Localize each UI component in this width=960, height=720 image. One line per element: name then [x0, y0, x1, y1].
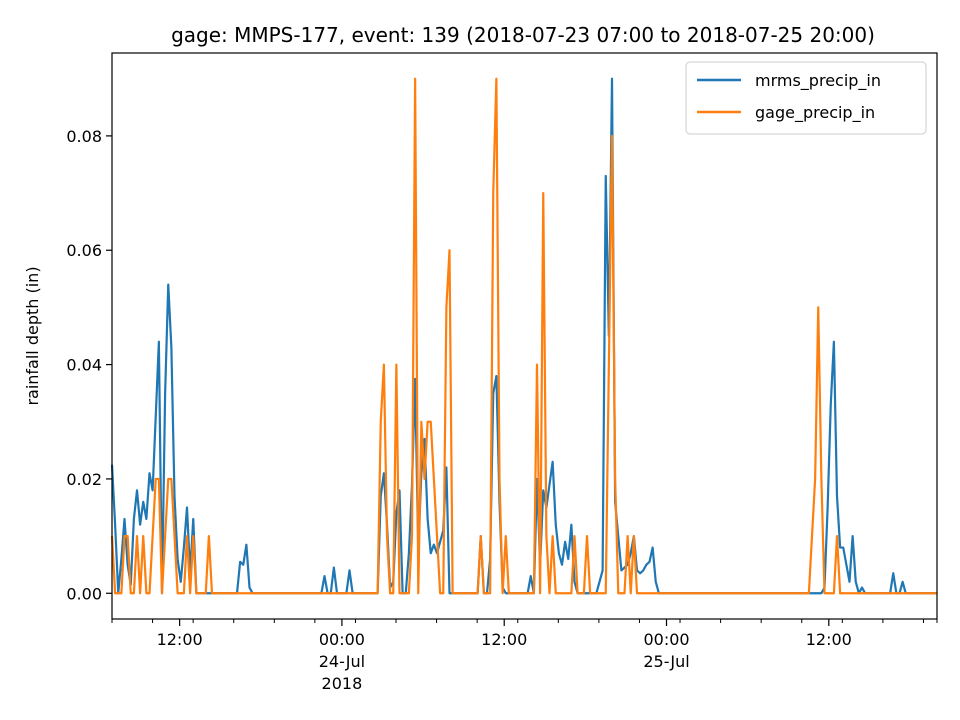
series-layer: [110, 77, 937, 595]
y-tick-label: 0.00: [66, 584, 102, 603]
chart-title: gage: MMPS-177, event: 139 (2018-07-23 0…: [171, 23, 875, 47]
legend-label-gage: gage_precip_in: [755, 103, 875, 123]
y-tick-label: 0.04: [66, 356, 102, 375]
x-axis: 12:00 00:00 24-Jul 2018 12:00 00:00 25-Jul 12:0…: [111, 619, 938, 693]
y-axis-label: rainfall depth (in): [23, 266, 42, 405]
legend-box: [685, 61, 927, 135]
x-tick-label: 12:00: [481, 630, 527, 649]
x-tick-label: 12:00: [806, 630, 852, 649]
y-axis: 0.00 0.02 0.04 0.06 0.08: [66, 127, 112, 603]
x-tick-label: 25-Jul: [643, 652, 689, 671]
plot-frame: [111, 52, 938, 620]
legend-label-mrms: mrms_precip_in: [755, 71, 881, 91]
x-tick-label: 24-Jul: [319, 652, 365, 671]
x-tick-label: 00:00: [319, 630, 365, 649]
y-tick-label: 0.08: [66, 127, 102, 146]
series-line-gage: [110, 77, 937, 595]
x-tick-label: 2018: [322, 674, 363, 693]
y-tick-label: 0.02: [66, 470, 102, 489]
x-tick-label: 12:00: [157, 630, 203, 649]
y-tick-label: 0.06: [66, 241, 102, 260]
x-tick-label: 00:00: [643, 630, 689, 649]
legend: mrms_precip_in gage_precip_in: [685, 61, 927, 135]
